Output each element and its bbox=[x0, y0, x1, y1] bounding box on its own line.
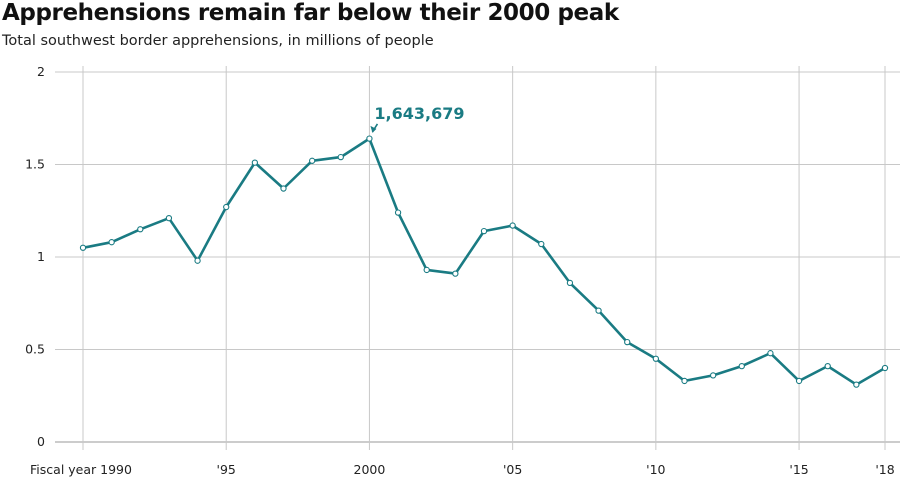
x-tick-label: '05 bbox=[503, 462, 522, 477]
y-tick-label: 2 bbox=[37, 64, 45, 79]
data-point bbox=[366, 135, 373, 142]
chart-subtitle: Total southwest border apprehensions, in… bbox=[2, 33, 434, 49]
x-tick-label: '10 bbox=[646, 462, 665, 477]
data-point bbox=[538, 240, 545, 248]
data-point bbox=[108, 239, 115, 246]
y-tick-label: 1.5 bbox=[25, 157, 45, 172]
data-point bbox=[394, 209, 402, 216]
series-line bbox=[81, 137, 887, 386]
x-tick-label: Fiscal year 1990 bbox=[30, 462, 132, 477]
data-point bbox=[194, 257, 201, 264]
chart-title: Apprehensions remain far below their 200… bbox=[2, 0, 619, 26]
y-tick-label: 1 bbox=[37, 249, 45, 264]
y-tick-label: 0 bbox=[37, 434, 45, 449]
data-point bbox=[824, 362, 831, 370]
data-point bbox=[595, 307, 602, 314]
data-point bbox=[223, 203, 230, 211]
data-point bbox=[566, 279, 574, 287]
data-point bbox=[280, 185, 287, 192]
data-point bbox=[137, 226, 144, 233]
data-point bbox=[165, 214, 173, 222]
data-point bbox=[480, 227, 488, 235]
peak-annotation-label: 1,643,679 bbox=[374, 104, 464, 123]
data-point bbox=[423, 266, 430, 274]
x-tick-label: '15 bbox=[789, 462, 808, 477]
data-point bbox=[308, 157, 316, 164]
data-point bbox=[624, 338, 631, 346]
data-point bbox=[738, 362, 745, 370]
data-point bbox=[452, 270, 459, 277]
data-point bbox=[652, 355, 660, 362]
data-point bbox=[79, 244, 87, 251]
x-tick-label: 2000 bbox=[354, 462, 386, 477]
data-point bbox=[853, 381, 860, 388]
data-point bbox=[881, 364, 889, 372]
x-tick-label: '95 bbox=[217, 462, 236, 477]
y-tick-label: 0.5 bbox=[25, 342, 45, 357]
data-point bbox=[337, 153, 344, 161]
data-point bbox=[251, 159, 259, 166]
x-tick-label: '18 bbox=[875, 462, 894, 477]
data-point bbox=[509, 222, 516, 229]
data-point bbox=[709, 372, 717, 379]
data-point bbox=[767, 350, 774, 357]
annotation-arrowhead bbox=[370, 125, 377, 133]
data-point bbox=[681, 377, 688, 385]
data-point bbox=[795, 377, 803, 385]
